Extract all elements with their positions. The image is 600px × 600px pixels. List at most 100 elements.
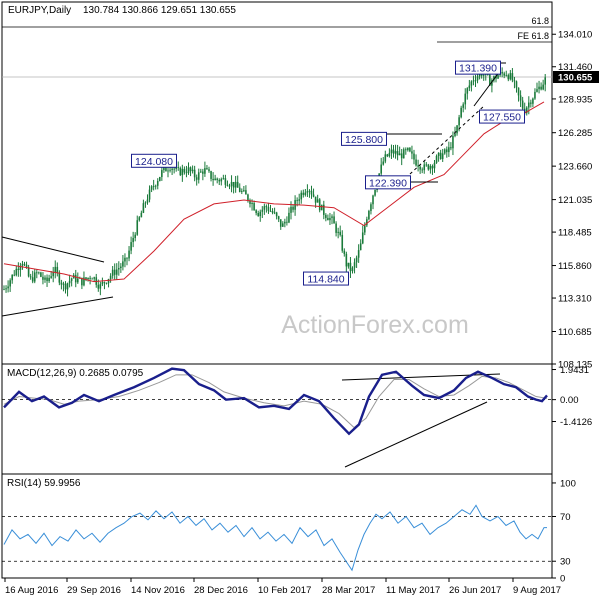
candle-body: [407, 147, 409, 151]
candle-body: [349, 262, 352, 272]
candle-body: [189, 167, 192, 172]
candle-body: [335, 223, 337, 233]
candle-body: [429, 166, 432, 170]
candle-body: [497, 75, 499, 79]
price-axis: 134.010 131.460 128.935 126.285 123.660 121.0…: [2, 30, 599, 371]
candle-body: [56, 266, 59, 273]
candle-body: [257, 213, 259, 217]
last-price-label: 130.655: [558, 72, 593, 83]
moving-average-line: [3, 101, 545, 283]
candle-body: [21, 263, 24, 266]
candle-body: [316, 199, 319, 203]
fe-61-8-label: FE 61.8: [517, 31, 549, 41]
candle-body: [530, 102, 532, 104]
candle-body: [528, 102, 530, 108]
candle-body: [193, 169, 196, 178]
price-annotation-box: [303, 271, 349, 286]
candle-body: [185, 172, 188, 174]
candle-body: [296, 200, 298, 201]
candle-body: [525, 107, 528, 114]
candle-body: [25, 264, 28, 268]
candle-body: [105, 282, 108, 284]
candle-body: [314, 196, 317, 203]
candle-body: [27, 267, 30, 277]
price-axis-label: 131.460: [558, 62, 592, 73]
candle-body: [161, 170, 163, 178]
price-annotation-label: 131.390: [459, 63, 497, 75]
candle-body: [509, 73, 512, 80]
candle-body: [249, 200, 251, 204]
candle-body: [156, 181, 159, 186]
candle-body: [302, 192, 305, 195]
price-axis-label: 123.660: [558, 162, 592, 173]
candle-body: [312, 194, 315, 197]
candle-body: [111, 269, 114, 276]
candle-body: [81, 277, 83, 286]
candle-body: [85, 277, 87, 280]
price-annotation-label: 125.800: [345, 134, 383, 146]
candle-body: [126, 257, 128, 259]
price-axis-label: 118.485: [558, 228, 592, 239]
candle-body: [89, 277, 91, 279]
candle-body: [118, 268, 120, 270]
price-axis-label: 110.685: [558, 327, 592, 338]
candle-body: [183, 168, 186, 173]
candle-body: [234, 181, 237, 188]
candle-body: [329, 217, 331, 221]
candle-body: [392, 149, 395, 154]
candle-body: [327, 217, 329, 221]
candle-body: [513, 80, 516, 82]
x-axis-label: 28 Mar 2017: [322, 585, 375, 596]
candle-body: [534, 91, 536, 99]
x-axis-label: 14 Nov 2016: [131, 585, 185, 596]
candle-body: [173, 168, 175, 170]
candle-body: [17, 268, 20, 271]
candle-body: [226, 184, 229, 186]
candle-body: [115, 269, 118, 275]
candle-body: [195, 177, 198, 180]
fibonacci-levels: 61.8 FE 61.8: [2, 16, 552, 43]
candle-body: [538, 86, 540, 90]
macd-axis-label: 0.00: [560, 395, 579, 406]
candles: [3, 67, 546, 297]
candle-body: [435, 155, 438, 163]
candle-body: [243, 190, 245, 192]
candle-body: [351, 267, 354, 272]
rsi-panel: [1, 473, 553, 579]
candle-body: [370, 204, 372, 211]
candle-body: [372, 195, 374, 205]
macd-lower-trendline: [344, 401, 488, 468]
candle-body: [544, 77, 546, 85]
candle-body: [261, 209, 264, 212]
candle-body: [138, 217, 141, 221]
candle-body: [144, 202, 147, 204]
x-axis-label: 10 Feb 2017: [258, 585, 311, 596]
candle-body: [216, 178, 218, 180]
candle-body: [466, 88, 469, 94]
candle-body: [224, 178, 227, 185]
candle-body: [206, 168, 208, 170]
macd-signal-line: [3, 374, 548, 429]
candle-body: [474, 80, 477, 82]
candle-body: [62, 283, 65, 285]
watermark: ActionForex.com: [281, 311, 469, 339]
candle-body: [200, 171, 202, 173]
candle-body: [148, 189, 151, 200]
candle-body: [495, 76, 497, 79]
candle-body: [136, 220, 139, 235]
candle-body: [491, 80, 493, 86]
price-annotation-box: [455, 60, 501, 75]
price-annotations: 124.080 114.840 125.800 122.390 131.390 127.5…: [131, 60, 525, 286]
candle-body: [245, 190, 247, 195]
candle-body: [29, 276, 32, 278]
candle-body: [325, 214, 327, 218]
candle-body: [271, 211, 274, 213]
candle-body: [210, 171, 212, 179]
candle-body: [36, 272, 38, 274]
price-annotation-label: 122.390: [369, 177, 407, 189]
candle-body: [38, 272, 40, 274]
candle-body: [97, 284, 100, 289]
candle-body: [306, 191, 309, 193]
candle-body: [448, 147, 450, 153]
candle-body: [540, 86, 542, 90]
